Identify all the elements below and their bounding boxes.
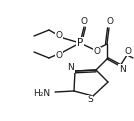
Text: O: O	[81, 16, 88, 26]
Text: S: S	[87, 95, 93, 105]
Text: P: P	[77, 38, 83, 48]
Text: N: N	[68, 64, 74, 72]
Text: O: O	[124, 46, 131, 56]
Text: H₂N: H₂N	[33, 88, 50, 98]
Text: O: O	[107, 18, 113, 26]
Text: O: O	[55, 50, 62, 60]
Text: N: N	[119, 64, 125, 73]
Text: O: O	[94, 48, 100, 57]
Text: O: O	[55, 30, 62, 39]
